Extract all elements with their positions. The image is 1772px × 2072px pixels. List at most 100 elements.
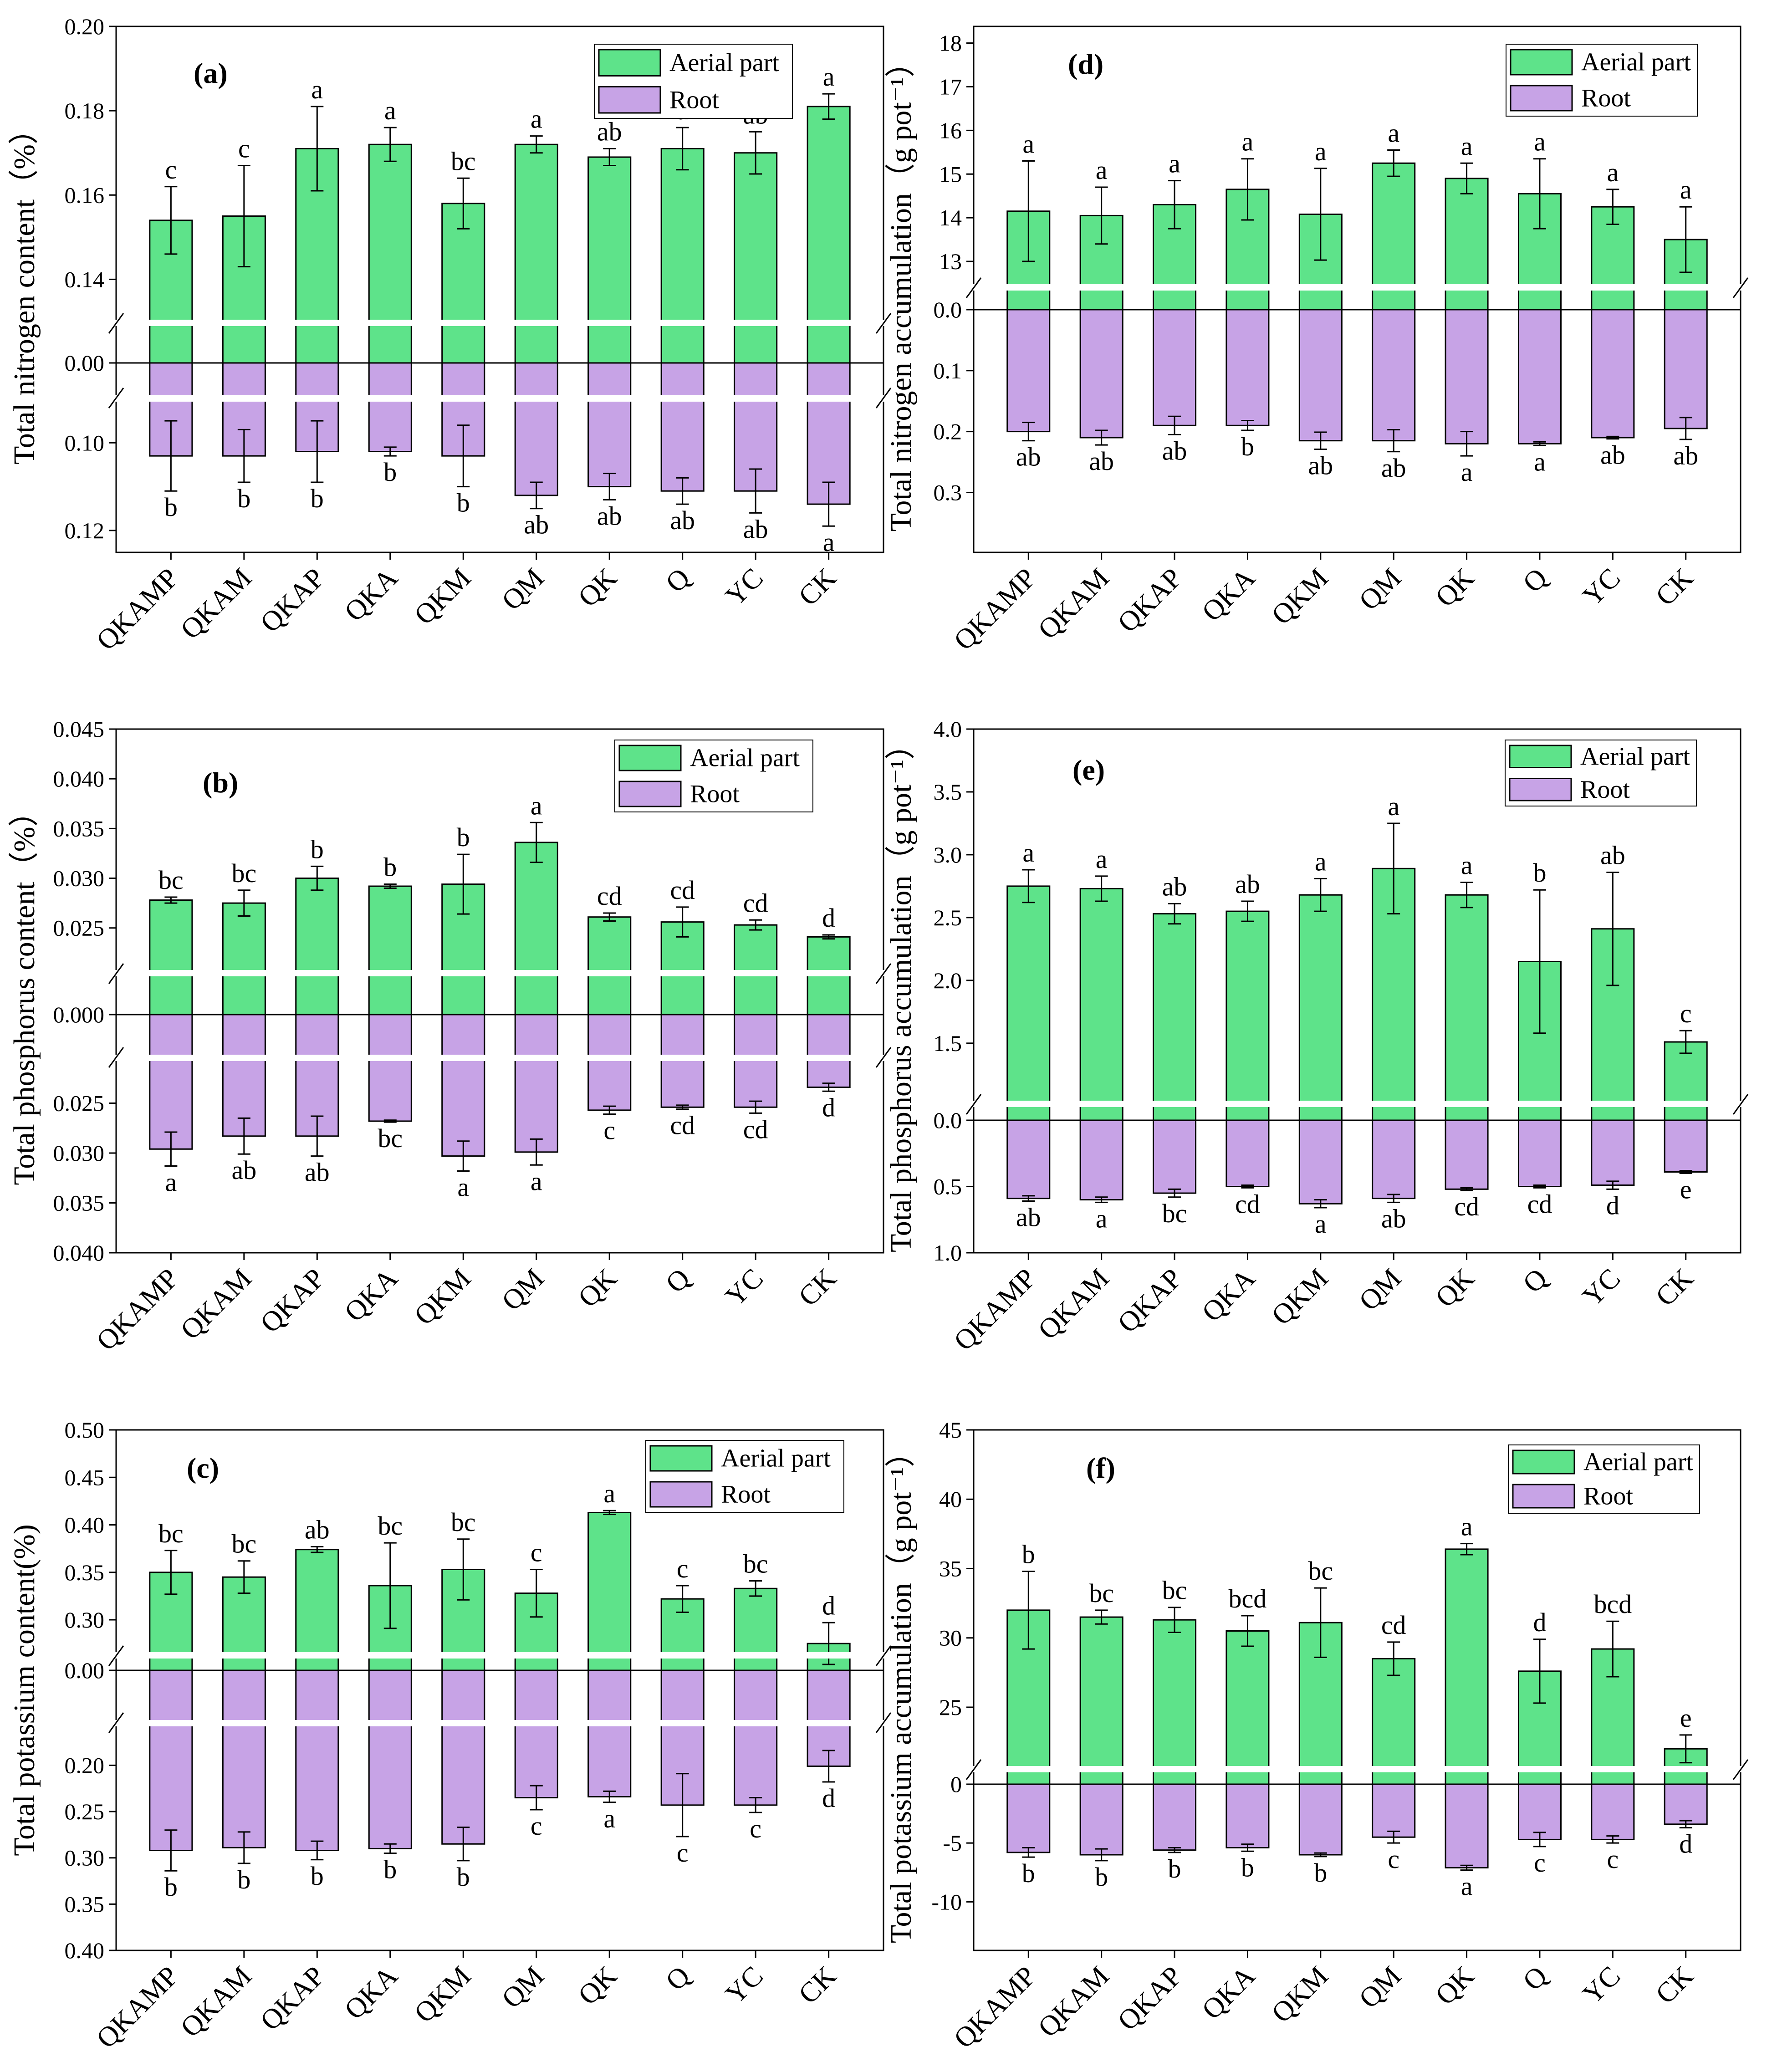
sig-letter-root: ab [1600,440,1625,470]
bar-aerial [587,916,632,1016]
sig-letter-aerial: cd [1381,1610,1406,1640]
bar-root [1153,309,1197,426]
sig-letter-aerial: bc [451,1507,476,1537]
bar-root [1006,1783,1051,1853]
y-tick-label: 4.0 [934,716,962,742]
bar-root [441,1014,485,1157]
y-tick-label: 0.45 [65,1465,105,1490]
y-axis-label: Total nitrogen content（%） [8,114,41,464]
sig-letter-aerial: a [311,75,323,104]
x-tick-label: YC [720,1263,769,1312]
x-tick-label: QKAP [255,1263,331,1339]
sig-letter-root: cd [743,1114,768,1144]
bar-aerial [368,143,412,364]
y-tick-label: 0.18 [65,98,105,123]
sig-letter-root: b [1168,1854,1181,1883]
break-mark [965,1759,982,1780]
sig-letter-root: bc [378,1123,403,1153]
legend-label-aerial: Aerial part [1583,1448,1693,1476]
sig-letter-aerial: a [1315,137,1327,166]
y-axis-label: Total potassium content(%) [8,1524,41,1856]
sig-letter-root: bc [1162,1199,1187,1228]
plot-frame [973,728,1741,1254]
sig-letter-aerial: a [1022,129,1034,159]
x-tick-label: QKM [1266,562,1334,631]
bar-root [1591,1783,1635,1840]
bar-aerial [1226,910,1270,1121]
bar-root [368,362,412,453]
sig-letter-aerial: bc [231,858,256,888]
sig-letter-aerial: a [823,62,835,92]
sig-letter-aerial: bc [1308,1556,1333,1586]
sig-letter-root: cd [1454,1192,1479,1221]
x-tick-label: QKAMP [948,1263,1042,1357]
break-mark [875,1645,892,1666]
break-mark [108,313,124,334]
sig-letter-aerial: ab [1162,872,1187,902]
sig-letter-aerial: a [1388,118,1399,148]
x-tick-label: QKAM [175,1960,258,2043]
y-tick-label: 14 [939,205,962,230]
sig-letter-aerial: a [384,96,396,125]
x-tick-label: QKA [1196,562,1261,628]
sig-letter-aerial: ab [597,117,622,146]
legend-label-aerial: Aerial part [1581,48,1691,77]
bar-aerial [1372,1658,1416,1785]
sig-letter-aerial: a [1388,791,1399,821]
x-tick-label: CK [793,1960,843,2010]
sig-letter-root: b [1241,432,1254,461]
break-mark [875,963,892,984]
sig-letter-aerial: b [457,822,470,852]
y-tick-label: 0.035 [53,816,105,841]
legend-swatch-root [618,781,682,807]
bar-root [1517,1119,1562,1187]
sig-letter-aerial: cd [743,888,768,918]
sig-letter-aerial: a [1461,131,1473,161]
break-mark [108,388,124,408]
bar-aerial [587,156,632,364]
x-tick-label: QKA [339,1263,404,1328]
sig-letter-aerial: cd [597,881,622,911]
y-tick-label: 0.10 [65,430,105,455]
sig-letter-root: a [1096,1204,1108,1233]
x-tick-label: CK [1650,1960,1700,2010]
sig-letter-root: ab [1381,1204,1406,1233]
x-tick-label: QK [1430,1263,1481,1314]
bar-root [1372,1119,1416,1199]
panel-title: (c) [187,1452,219,1484]
bar-root [295,1669,339,1851]
sig-letter-root: ab [305,1158,330,1187]
sig-letter-root: a [457,1172,469,1202]
bar-root [1226,1119,1270,1187]
plot-frame [115,728,884,1254]
sig-letter-aerial: bcd [1229,1584,1267,1613]
sig-letter-root: b [164,492,178,522]
y-tick-label: 0.5 [934,1174,962,1199]
sig-letter-root: a [603,1804,615,1833]
bar-root [1298,1783,1343,1856]
x-tick-label: YC [1577,1263,1626,1312]
legend-swatch-root [1509,778,1572,801]
bar-root [587,1669,632,1798]
x-tick-label: QM [1353,1960,1407,2015]
x-tick-label: CK [793,1263,843,1312]
sig-letter-root: a [1461,1872,1473,1901]
bar-root [149,1669,193,1851]
legend-label-aerial: Aerial part [669,49,779,77]
y-tick-label-zero: 0.0 [934,1107,962,1133]
y-tick-label-zero: 0.00 [65,350,105,376]
sig-letter-root: a [1315,1209,1327,1239]
sig-letter-aerial: bc [378,1511,403,1541]
y-tick-label: 30 [939,1625,962,1651]
bar-aerial [1445,1548,1489,1785]
sig-letter-aerial: c [238,133,250,163]
y-tick-label: 0.35 [65,1891,105,1917]
legend: Aerial part Root [1508,1444,1700,1514]
sig-letter-root: b [457,488,470,518]
sig-letter-aerial: a [531,791,542,820]
y-axis-label: Total potassium accumulation（g pot⁻¹） [884,1437,918,1943]
sig-letter-aerial: d [1533,1608,1546,1637]
sig-letter-aerial: c [165,155,177,184]
y-tick-label: 0.14 [65,266,105,292]
sig-letter-root: ab [1381,453,1406,483]
